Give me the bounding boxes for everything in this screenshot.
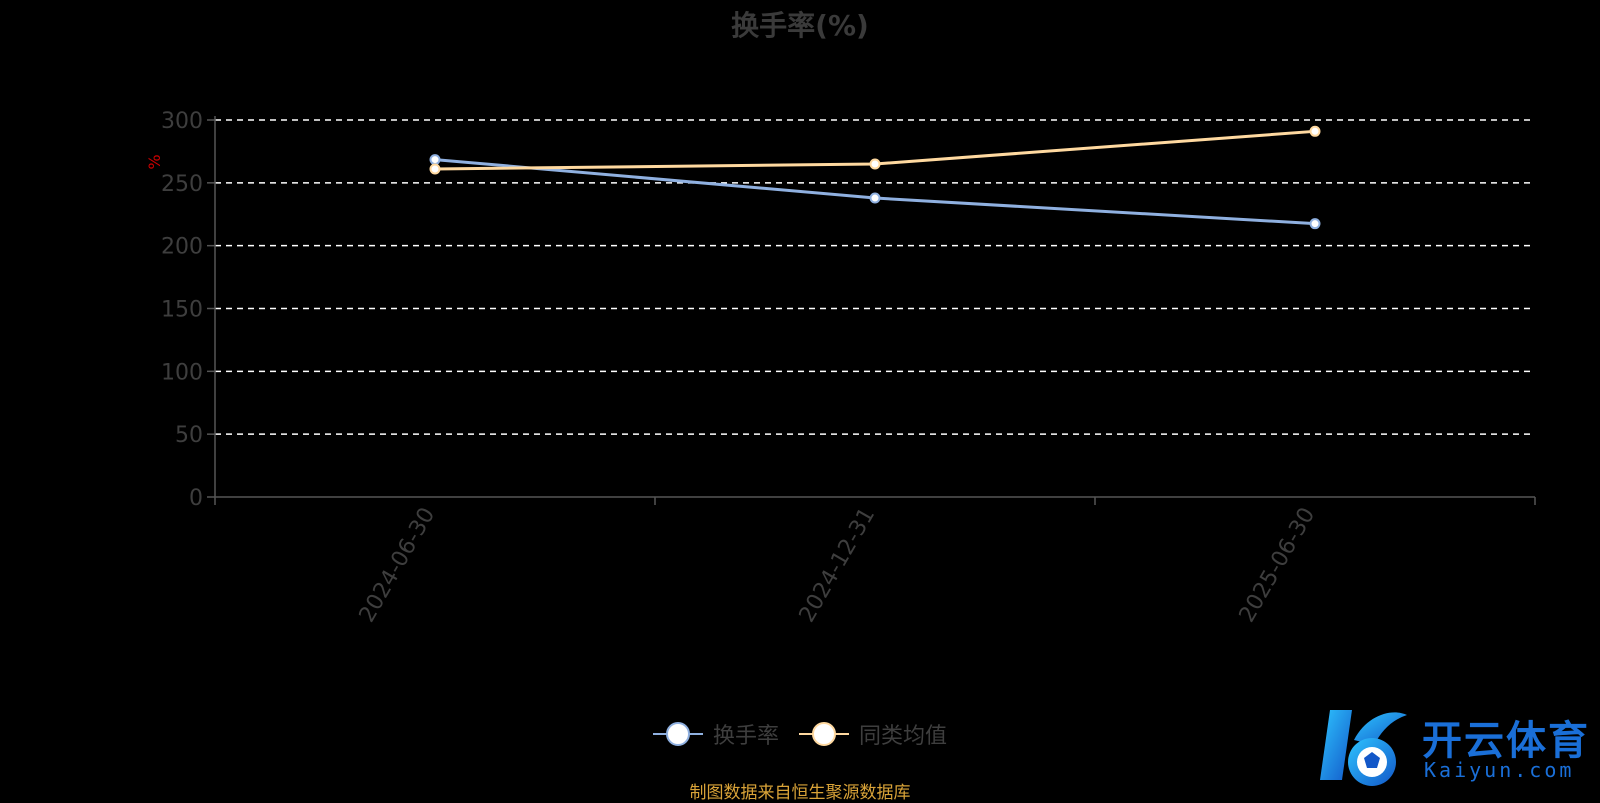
y-tick-label: 50 xyxy=(175,423,203,448)
x-tick-label: 2024-06-30 xyxy=(355,504,441,627)
data-point xyxy=(869,158,881,170)
y-tick-label: 200 xyxy=(161,235,203,260)
y-tick-label: 250 xyxy=(161,172,203,197)
data-point xyxy=(1309,125,1321,137)
watermark-cn: 开云体育 xyxy=(1422,718,1590,764)
legend-item-series-1[interactable]: 同类均值 xyxy=(799,718,947,750)
y-tick-label: 100 xyxy=(161,360,203,385)
x-tick-label: 2024-12-31 xyxy=(795,504,881,627)
data-point xyxy=(869,192,881,204)
data-point xyxy=(429,154,441,166)
watermark-en: Kaiyun.com xyxy=(1424,758,1575,782)
legend-swatch-icon xyxy=(652,721,703,747)
legend-label: 同类均值 xyxy=(859,724,948,749)
chart-title: 换手率(%) xyxy=(731,9,869,42)
series xyxy=(429,125,1321,230)
data-source-note: 制图数据来自恒生聚源数据库 xyxy=(689,783,911,803)
legend: 换手率 同类均值 xyxy=(0,718,1600,750)
data-point xyxy=(1309,218,1321,230)
grid-lines xyxy=(215,119,1535,435)
legend-label: 换手率 xyxy=(712,724,779,749)
kaiyun-logo-icon xyxy=(1320,710,1407,786)
y-tick-label: 0 xyxy=(189,486,203,511)
legend-swatch-icon xyxy=(799,721,849,747)
y-tick-label: 150 xyxy=(161,298,203,323)
data-point xyxy=(429,163,441,175)
y-axis-label: % xyxy=(145,154,164,169)
axes xyxy=(207,116,1536,505)
x-tick-label: 2025-06-30 xyxy=(1235,504,1321,627)
y-tick-label: 300 xyxy=(161,109,203,134)
watermark-logo: 开云体育 Kaiyun.com xyxy=(1312,700,1592,790)
legend-item-series-0[interactable]: 换手率 xyxy=(652,718,779,750)
